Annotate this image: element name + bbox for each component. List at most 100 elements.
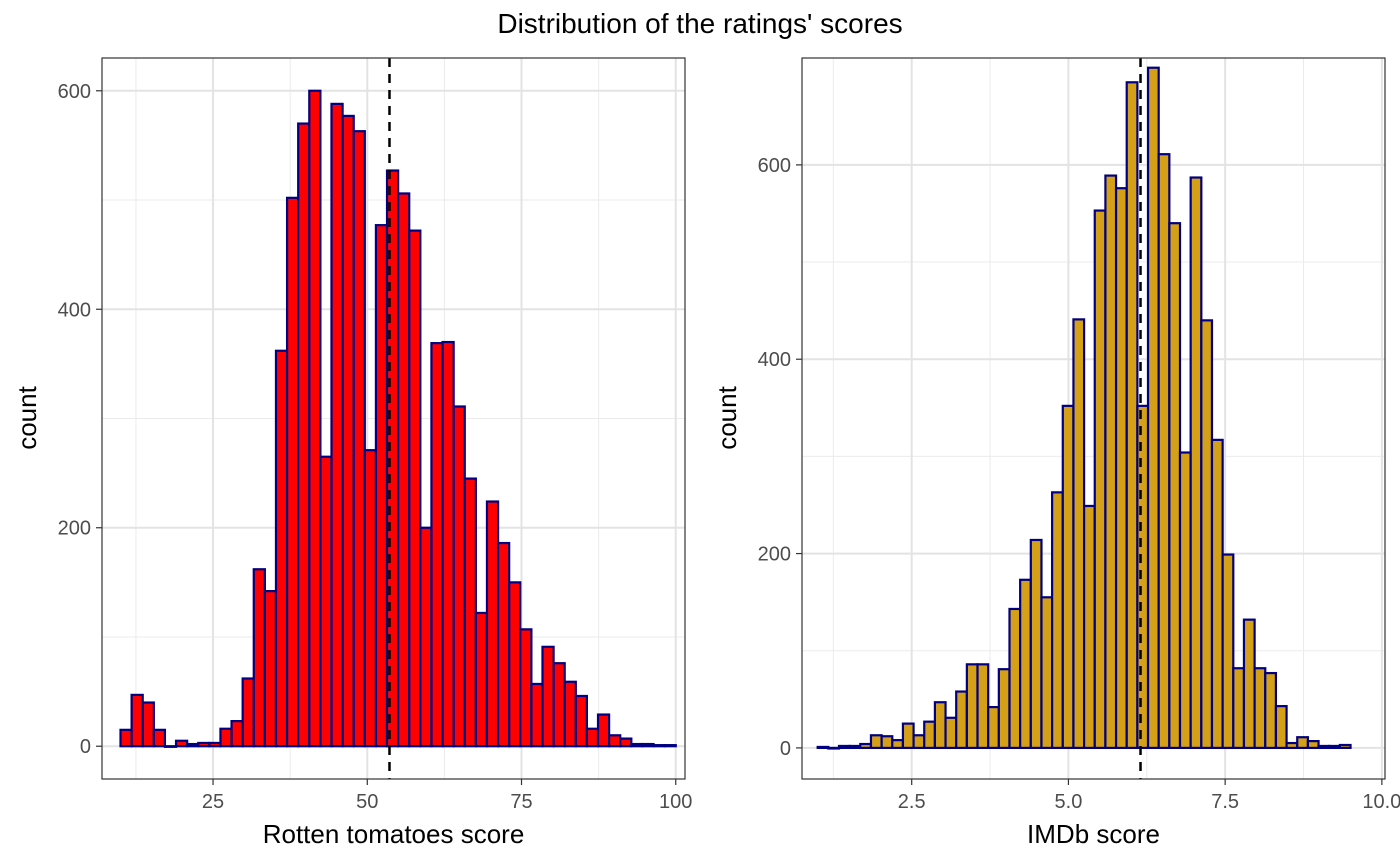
imdb-bar-31 bbox=[1146, 66, 1160, 750]
rt-x-tick-label-2: 75 bbox=[510, 791, 532, 813]
imdb-bar-47 bbox=[1317, 744, 1331, 750]
imdb-bar-25 bbox=[1082, 504, 1096, 750]
rt-bar-19 bbox=[330, 102, 344, 748]
rt-y-tick-label-2: 400 bbox=[58, 299, 91, 321]
imdb-bar-21 bbox=[1040, 596, 1054, 750]
imdb-bar-4 bbox=[859, 742, 873, 750]
imdb-bar-8 bbox=[901, 722, 915, 750]
rt-x-tick-label-3: 100 bbox=[659, 791, 692, 813]
imdb-bar-28 bbox=[1114, 187, 1128, 750]
imdb-bar-45 bbox=[1296, 736, 1309, 750]
imdb-bar-44 bbox=[1285, 741, 1299, 750]
rt-ticks: 25 50 75 100 0 200 400 600 bbox=[58, 81, 693, 813]
rt-bar-39 bbox=[552, 662, 566, 748]
imdb-x-tick-label-2: 7.5 bbox=[1211, 791, 1239, 813]
rt-bar-43 bbox=[596, 713, 611, 748]
rotten-tomatoes-panel: 25 50 75 100 0 200 400 600 Rotten tomatoes scor… bbox=[12, 57, 693, 849]
rt-bar-5 bbox=[174, 739, 189, 748]
imdb-bar-22 bbox=[1051, 491, 1064, 750]
rt-bars bbox=[119, 89, 677, 748]
rt-y-tick-label-3: 600 bbox=[58, 81, 91, 103]
rt-bar-41 bbox=[574, 694, 589, 748]
rt-bar-11 bbox=[241, 677, 255, 748]
imdb-panel-border bbox=[801, 57, 1386, 780]
imdb-y-tick-label-2: 400 bbox=[758, 349, 791, 371]
rt-bar-29 bbox=[441, 340, 455, 748]
imdb-bar-9 bbox=[912, 734, 926, 750]
rt-bar-12 bbox=[252, 568, 266, 748]
imdb-bar-40 bbox=[1242, 618, 1256, 750]
rt-bar-10 bbox=[230, 720, 244, 748]
rt-y-tick-label-1: 200 bbox=[58, 518, 91, 540]
rt-bar-6 bbox=[186, 742, 200, 748]
imdb-bar-3 bbox=[848, 744, 862, 750]
rt-bar-3 bbox=[152, 728, 167, 748]
imdb-bar-10 bbox=[923, 720, 936, 750]
imdb-bar-33 bbox=[1168, 222, 1182, 750]
imdb-bar-41 bbox=[1253, 667, 1267, 750]
imdb-bar-1 bbox=[827, 746, 841, 750]
imdb-bar-34 bbox=[1178, 451, 1192, 750]
imdb-bar-46 bbox=[1306, 740, 1320, 750]
rt-bar-40 bbox=[563, 680, 577, 748]
imdb-y-tick-label-1: 200 bbox=[758, 544, 791, 566]
imdb-ticks: 2.5 5.0 7.5 10.0 0 200 400 600 bbox=[758, 155, 1400, 813]
rt-bar-26 bbox=[408, 229, 422, 748]
rt-bar-42 bbox=[585, 727, 600, 748]
rt-bar-35 bbox=[508, 581, 522, 748]
rt-bar-25 bbox=[397, 192, 411, 748]
imdb-bar-48 bbox=[1328, 744, 1341, 750]
imdb-bar-26 bbox=[1093, 209, 1107, 750]
chart-title: Distribution of the ratings' scores bbox=[497, 8, 902, 39]
rt-bar-8 bbox=[208, 741, 222, 748]
imdb-bar-19 bbox=[1019, 578, 1032, 750]
rt-bar-47 bbox=[641, 742, 655, 748]
rt-bar-32 bbox=[474, 611, 489, 748]
imdb-bar-38 bbox=[1221, 553, 1235, 750]
rt-bar-23 bbox=[374, 224, 389, 748]
rt-bar-2 bbox=[141, 701, 155, 748]
rt-bar-14 bbox=[274, 349, 289, 748]
imdb-bar-32 bbox=[1157, 153, 1171, 750]
rt-bar-17 bbox=[308, 89, 322, 748]
imdb-bar-13 bbox=[955, 690, 968, 750]
rt-bar-46 bbox=[630, 742, 644, 748]
imdb-x-axis-title: IMDb score bbox=[1027, 819, 1160, 849]
rt-bar-21 bbox=[352, 130, 366, 748]
imdb-bar-24 bbox=[1072, 318, 1086, 750]
rt-bar-27 bbox=[419, 526, 433, 748]
imdb-bar-36 bbox=[1200, 319, 1214, 750]
rt-bar-9 bbox=[219, 727, 233, 748]
rt-bar-44 bbox=[608, 734, 622, 748]
imdb-x-tick-label-3: 10.0 bbox=[1362, 791, 1400, 813]
imdb-bar-30 bbox=[1136, 404, 1150, 750]
rt-y-tick-label-0: 0 bbox=[80, 736, 91, 758]
rt-panel-border bbox=[101, 57, 686, 780]
imdb-y-axis-title: count bbox=[712, 385, 742, 449]
rt-bar-16 bbox=[297, 122, 311, 748]
rt-bar-34 bbox=[496, 541, 511, 748]
rt-bar-28 bbox=[430, 342, 444, 748]
rt-bar-0 bbox=[119, 728, 133, 748]
imdb-bar-14 bbox=[965, 663, 979, 750]
imdb-x-tick-label-1: 5.0 bbox=[1055, 791, 1083, 813]
imdb-bar-12 bbox=[944, 716, 958, 750]
imdb-x-tick-label-0: 2.5 bbox=[898, 791, 926, 813]
imdb-bars bbox=[816, 66, 1352, 750]
rt-bar-15 bbox=[285, 196, 300, 748]
rt-bar-22 bbox=[363, 449, 378, 748]
rt-x-tick-label-0: 25 bbox=[202, 791, 224, 813]
imdb-bar-2 bbox=[837, 744, 851, 750]
rt-bar-13 bbox=[263, 590, 278, 748]
imdb-bar-27 bbox=[1104, 174, 1118, 750]
rt-bar-33 bbox=[485, 500, 500, 748]
rt-bar-48 bbox=[652, 744, 666, 748]
imdb-bar-42 bbox=[1264, 671, 1278, 750]
imdb-bar-18 bbox=[1008, 607, 1022, 750]
rt-bar-38 bbox=[541, 645, 555, 748]
rt-bar-4 bbox=[163, 745, 178, 748]
rt-bar-7 bbox=[197, 741, 211, 748]
imdb-y-tick-label-0: 0 bbox=[780, 738, 791, 760]
imdb-bar-23 bbox=[1061, 404, 1075, 750]
imdb-bar-49 bbox=[1338, 743, 1352, 750]
